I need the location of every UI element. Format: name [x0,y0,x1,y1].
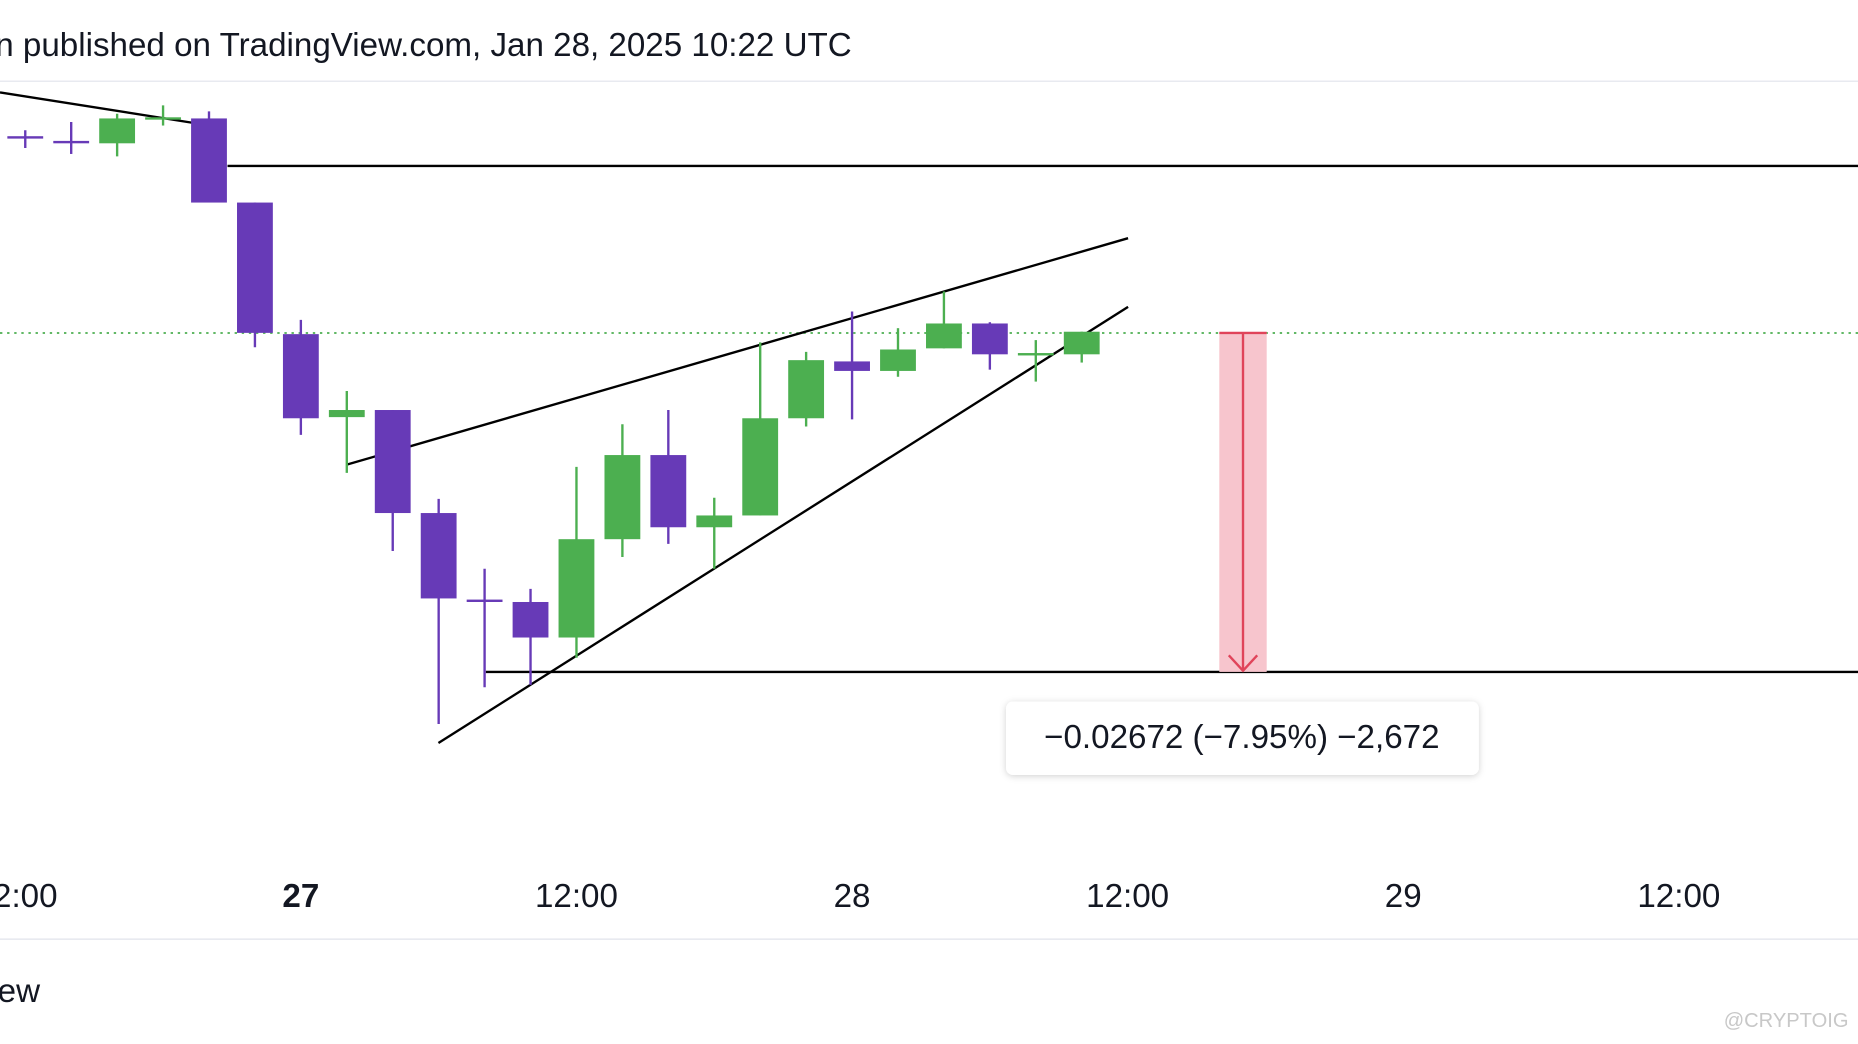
x-tick-label: 2:00 [0,878,58,915]
candle-body [926,323,962,349]
measure-label-box [1006,701,1479,776]
candle-body [53,140,90,144]
candle-body [7,136,44,139]
measure-arrowhead [1227,654,1259,673]
candle-body [558,539,595,638]
trend-line [346,237,1129,466]
x-tick-label: 12:00 [1086,878,1169,915]
watermark: @CRYPTOIG [1724,1010,1849,1032]
candle-body [420,513,457,599]
candle-body [237,202,273,333]
header-title: n published on TradingView.com, Jan 28, … [0,27,852,64]
candle-body [1017,353,1054,356]
candle-body [880,349,916,371]
x-tick-label: 12:00 [535,878,618,915]
candle-body [971,323,1008,355]
candle-body [788,360,825,419]
x-tick-label: 28 [834,878,871,915]
candle-body [191,118,227,203]
brand: ew [0,973,41,1010]
measure-label: −0.02672 (−7.95%) −2,672 [1044,719,1439,756]
candle-body [99,118,136,144]
x-tick-label: 12:00 [1637,878,1720,915]
candles [7,105,1100,725]
x-tick-label: 27 [282,878,319,915]
candle-body [650,455,687,528]
candle-body [604,455,641,540]
candle-body [328,410,365,418]
candle-body [696,515,733,528]
candle-body [834,361,870,371]
candle-body [742,418,779,516]
trend-line [437,305,1129,745]
candle-body [282,334,319,419]
candle-body [466,599,503,602]
candle-body [512,601,549,638]
candle-body [1063,331,1100,355]
candle-body [145,117,181,120]
x-tick-label: 29 [1385,878,1422,915]
candle-body [374,410,411,514]
